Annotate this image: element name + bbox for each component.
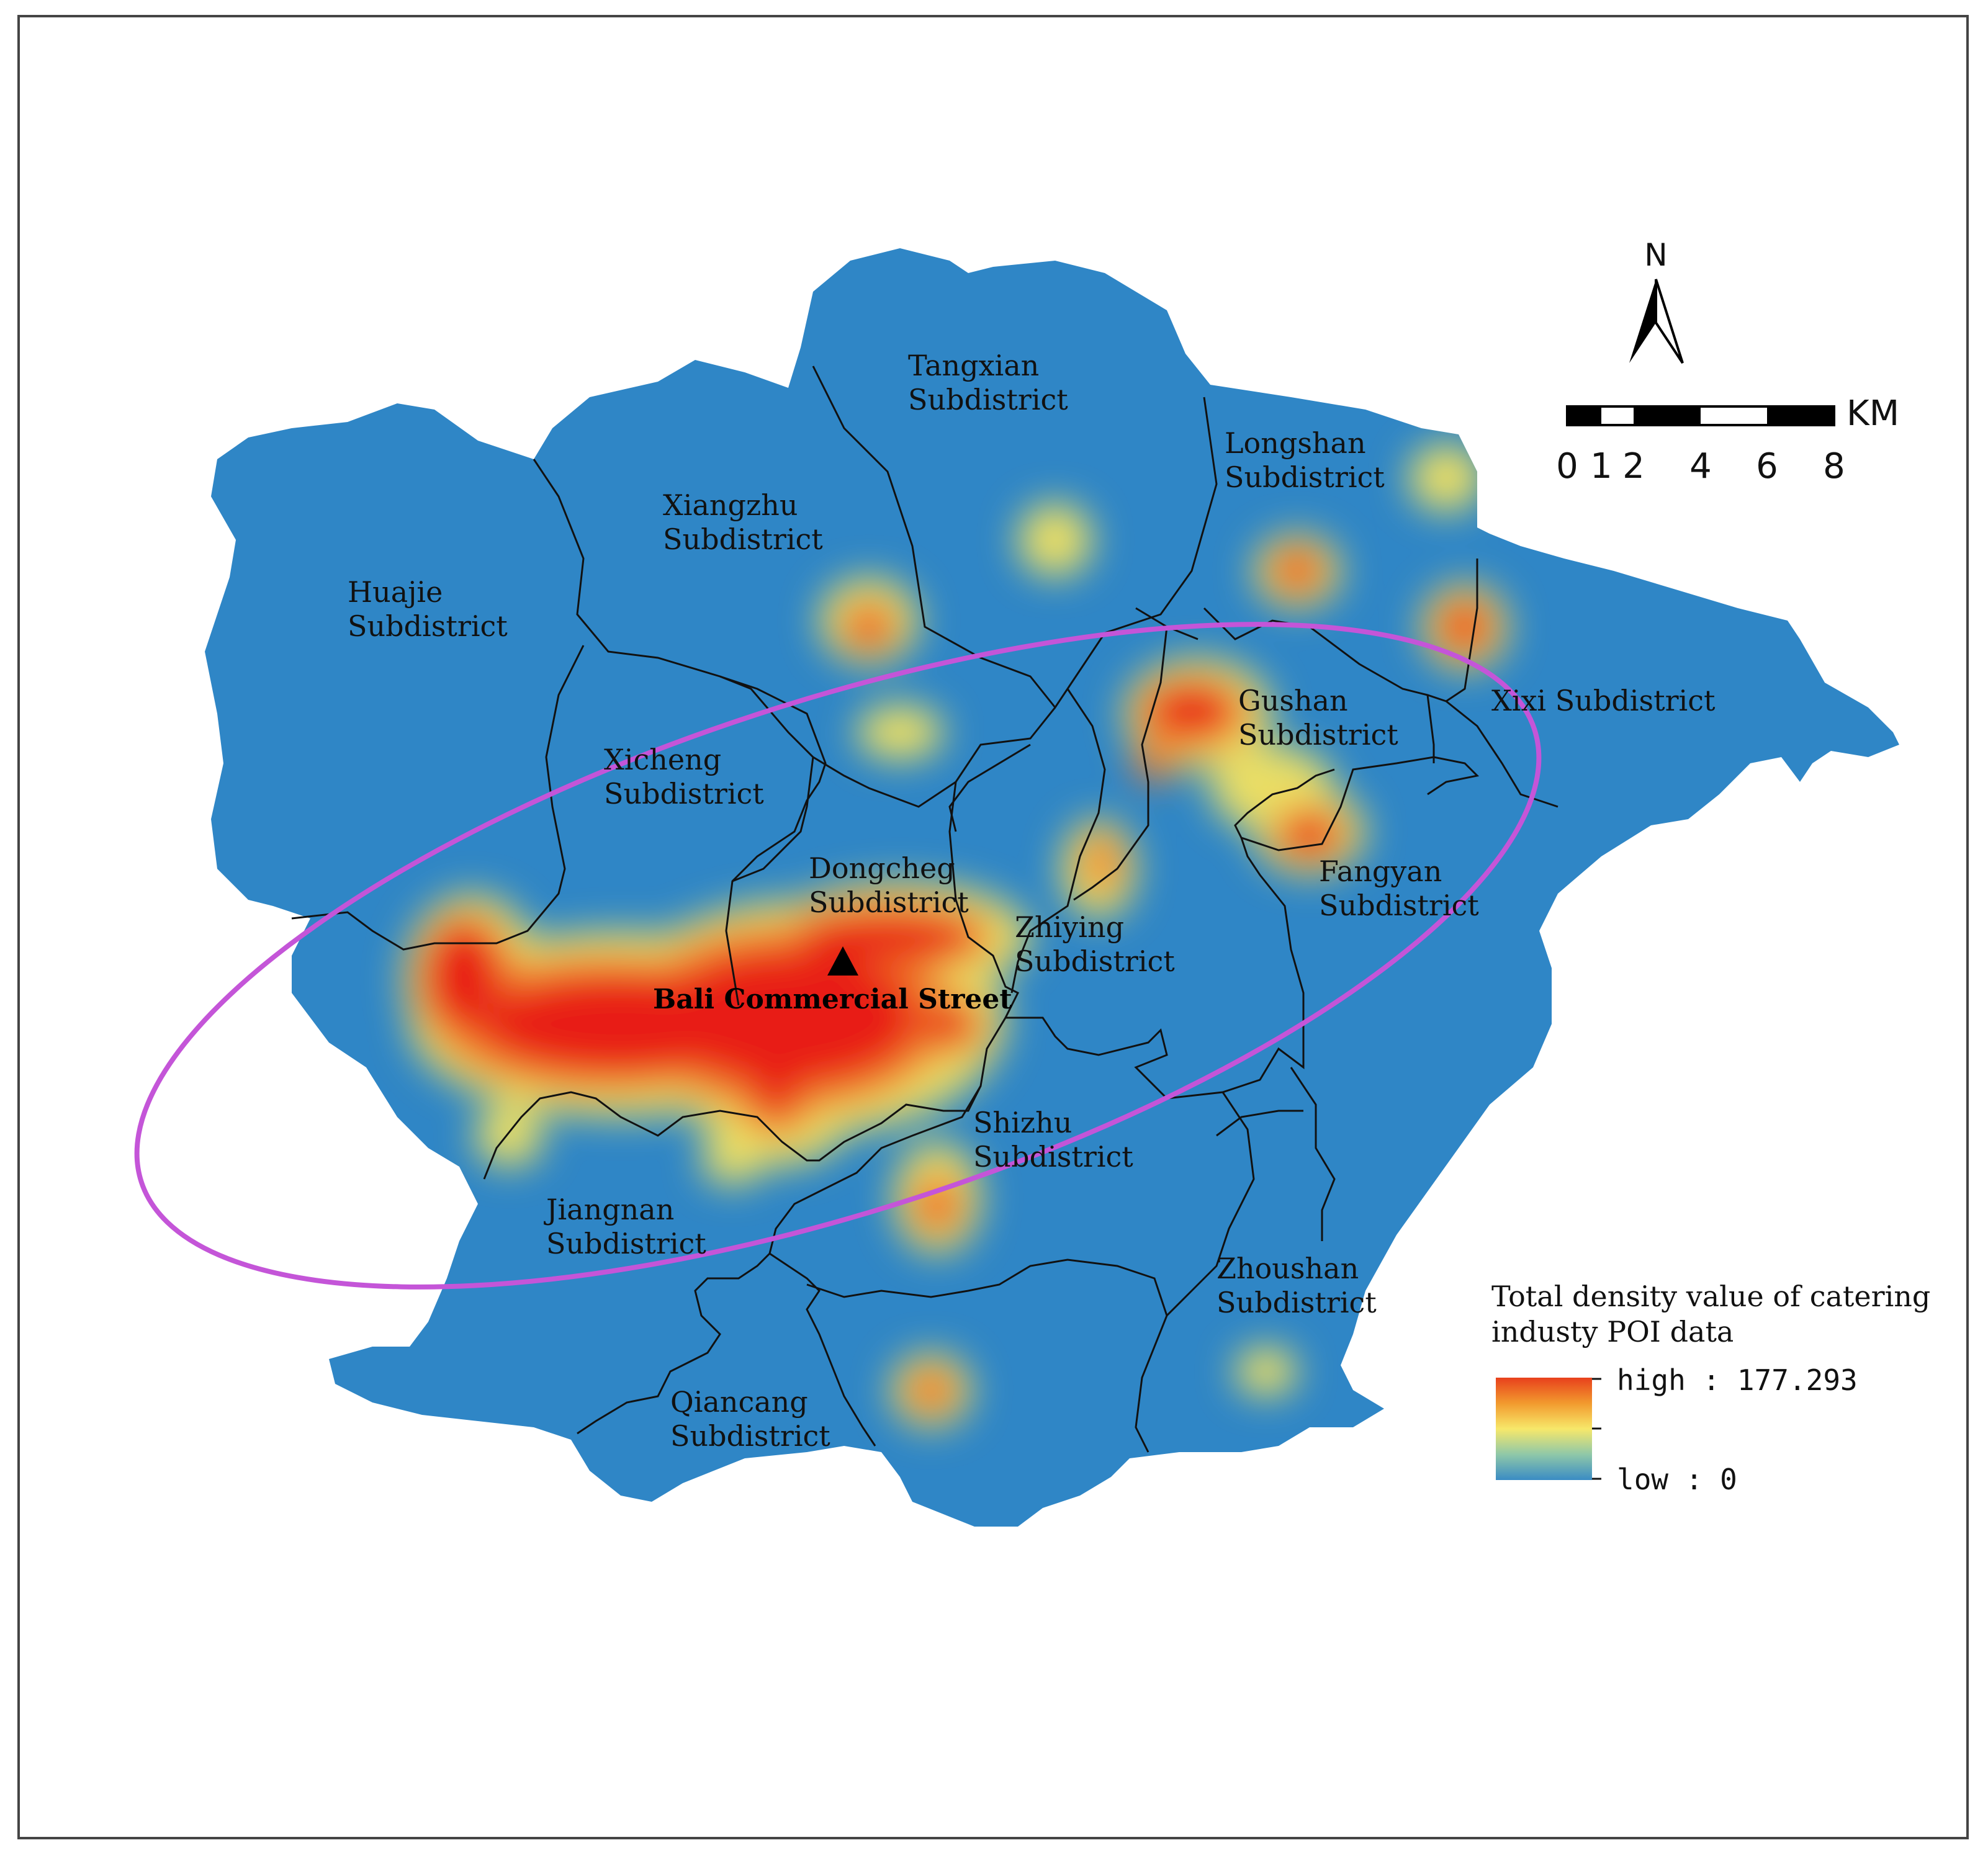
svg-text:Huajie: Huajie xyxy=(348,575,443,609)
scale-tick-4: 4 xyxy=(1689,446,1712,487)
svg-text:Zhiying: Zhiying xyxy=(1015,910,1124,944)
svg-text:Subdistrict: Subdistrict xyxy=(1217,1286,1377,1319)
label-xiangzhu: Xiangzhu Subdistrict xyxy=(663,488,823,556)
label-longshan: Longshan Subdistrict xyxy=(1225,426,1385,494)
north-label: N xyxy=(1644,237,1667,273)
svg-text:Subdistrict: Subdistrict xyxy=(809,886,969,919)
label-fangyan: Fangyan Subdistrict xyxy=(1319,855,1479,922)
svg-text:Longshan: Longshan xyxy=(1225,426,1366,460)
label-shizhu: Shizhu Subdistrict xyxy=(973,1106,1133,1173)
svg-text:Subdistrict: Subdistrict xyxy=(348,609,508,643)
label-xixi: Xixi Subdistrict xyxy=(1491,684,1716,717)
subdistrict-boundaries xyxy=(291,366,1558,1453)
label-dongcheg: Dongcheg Subdistrict xyxy=(809,851,969,919)
density-heatmap xyxy=(403,444,1508,1427)
svg-text:Subdistrict: Subdistrict xyxy=(908,383,1068,416)
svg-text:Jiangnan: Jiangnan xyxy=(544,1193,674,1226)
scale-tick-0: 0 xyxy=(1556,446,1578,487)
svg-text:Subdistrict: Subdistrict xyxy=(973,1140,1133,1173)
bali-commercial-street-marker: Bali Commercial Street xyxy=(653,946,1012,1015)
svg-text:Subdistrict: Subdistrict xyxy=(670,1419,830,1453)
svg-text:Xicheng: Xicheng xyxy=(604,743,721,776)
north-arrow-icon: N xyxy=(1629,237,1684,364)
scale-unit: KM xyxy=(1846,393,1899,434)
legend-high-label: high : 177.293 xyxy=(1617,1363,1858,1397)
svg-text:Subdistrict: Subdistrict xyxy=(604,777,764,810)
legend-low-label: low : 0 xyxy=(1617,1463,1737,1496)
legend: Total density value of catering industy … xyxy=(1491,1280,1930,1496)
label-zhoushan: Zhoushan Subdistrict xyxy=(1217,1252,1377,1319)
svg-text:Subdistrict: Subdistrict xyxy=(1225,460,1385,494)
landmark-label: Bali Commercial Street xyxy=(653,984,1012,1015)
svg-text:Subdistrict: Subdistrict xyxy=(663,523,823,556)
svg-text:Subdistrict: Subdistrict xyxy=(1319,889,1479,922)
scale-tick-1: 1 xyxy=(1590,446,1612,487)
label-zhiying: Zhiying Subdistrict xyxy=(1015,910,1175,978)
subdistrict-labels: Tangxian Subdistrict Longshan Subdistric… xyxy=(348,349,1716,1453)
svg-text:Dongcheg: Dongcheg xyxy=(809,851,955,885)
triangle-marker-icon xyxy=(827,946,858,976)
label-jiangnan: Jiangnan Subdistrict xyxy=(544,1193,706,1260)
svg-text:Xiangzhu: Xiangzhu xyxy=(663,488,798,522)
legend-title-line2: industy POI data xyxy=(1491,1315,1734,1348)
svg-text:Fangyan: Fangyan xyxy=(1319,855,1442,888)
legend-title-line1: Total density value of catering xyxy=(1491,1280,1930,1313)
standard-deviational-ellipse xyxy=(134,622,1542,1290)
svg-text:Subdistrict: Subdistrict xyxy=(1015,944,1175,978)
svg-text:Gushan: Gushan xyxy=(1238,684,1348,717)
label-tangxian: Tangxian Subdistrict xyxy=(908,349,1068,416)
svg-text:Shizhu: Shizhu xyxy=(973,1106,1072,1139)
svg-text:Subdistrict: Subdistrict xyxy=(546,1227,706,1260)
svg-text:Qiancang: Qiancang xyxy=(670,1385,808,1419)
svg-text:Xixi Subdistrict: Xixi Subdistrict xyxy=(1491,684,1716,717)
label-xicheng: Xicheng Subdistrict xyxy=(604,743,764,810)
label-gushan: Gushan Subdistrict xyxy=(1238,684,1398,752)
scale-tick-8: 8 xyxy=(1823,446,1845,487)
svg-text:Subdistrict: Subdistrict xyxy=(1238,718,1398,752)
label-qiancang: Qiancang Subdistrict xyxy=(670,1385,830,1453)
label-huajie: Huajie Subdistrict xyxy=(348,575,508,643)
legend-color-ramp xyxy=(1496,1378,1592,1480)
scale-bar: KM 0 1 2 4 6 8 xyxy=(1556,393,1899,487)
svg-text:Zhoushan: Zhoushan xyxy=(1217,1252,1359,1285)
scale-tick-6: 6 xyxy=(1756,446,1778,487)
scale-tick-2: 2 xyxy=(1622,446,1645,487)
svg-text:Tangxian: Tangxian xyxy=(908,349,1039,382)
